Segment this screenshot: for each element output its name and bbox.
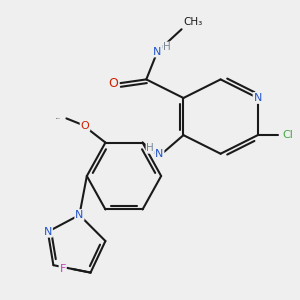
Text: CH₃: CH₃ xyxy=(183,17,203,27)
Text: N: N xyxy=(153,46,162,56)
Text: H: H xyxy=(163,42,171,52)
Text: methyl: methyl xyxy=(56,118,61,119)
Text: N: N xyxy=(254,93,262,103)
Text: Cl: Cl xyxy=(282,130,293,140)
Text: H: H xyxy=(146,143,154,153)
Text: O: O xyxy=(109,76,118,90)
Text: N: N xyxy=(155,149,164,159)
Text: N: N xyxy=(75,210,84,220)
Text: O: O xyxy=(81,121,89,131)
Text: F: F xyxy=(59,264,66,274)
Text: N: N xyxy=(44,227,52,237)
